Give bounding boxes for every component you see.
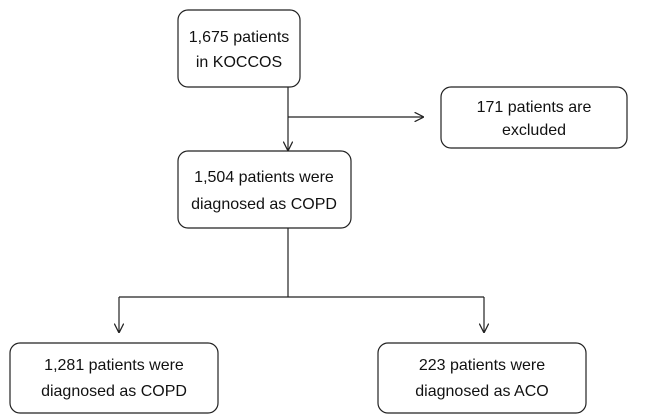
node-text: 1,675 patients: [189, 29, 290, 46]
node-text: 223 patients were: [419, 357, 545, 374]
node-box: [177, 9, 301, 88]
node-text: 1,504 patients were: [194, 169, 334, 186]
node-text: in KOCCOS: [196, 54, 282, 71]
node-text: diagnosed as COPD: [191, 196, 337, 213]
node-text: 171 patients are: [477, 99, 592, 116]
node-box: [9, 342, 219, 414]
node-box: [377, 342, 587, 414]
node-box: [440, 86, 628, 149]
node-text: diagnosed as COPD: [41, 383, 187, 400]
node-text: 1,281 patients were: [44, 357, 184, 374]
node-text: diagnosed as ACO: [415, 383, 548, 400]
node-box: [177, 150, 352, 229]
node-text: excluded: [502, 122, 566, 139]
